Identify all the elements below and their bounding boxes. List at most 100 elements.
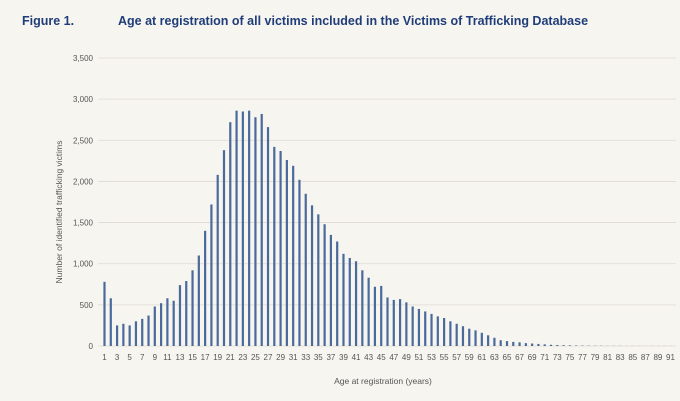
- x-tick-label: 87: [641, 353, 650, 362]
- bar-age-50: [411, 306, 414, 346]
- bar-age-35: [317, 214, 320, 346]
- x-tick-label: 3: [115, 353, 120, 362]
- bar-age-36: [323, 224, 326, 346]
- x-tick-label: 7: [140, 353, 145, 362]
- bar-age-21: [229, 122, 232, 347]
- x-tick-label: 21: [226, 353, 235, 362]
- bar-age-56: [449, 321, 452, 346]
- bar-age-44: [373, 286, 377, 346]
- bar-age-55: [443, 318, 446, 346]
- x-tick-label: 81: [603, 353, 612, 362]
- x-tick-label: 5: [127, 353, 132, 362]
- bar-age-37: [329, 234, 332, 346]
- x-tick-label: 41: [352, 353, 361, 362]
- bar-age-67: [518, 342, 521, 346]
- bar-age-74: [562, 345, 565, 346]
- bar-age-26: [260, 113, 263, 346]
- bar-age-53: [430, 313, 433, 346]
- bar-age-15: [191, 270, 194, 346]
- x-tick-label: 35: [314, 353, 323, 362]
- x-tick-label: 43: [364, 353, 373, 362]
- x-tick-label: 91: [666, 353, 675, 362]
- bar-age-14: [185, 280, 188, 346]
- bar-age-24: [248, 110, 251, 346]
- bar-age-40: [348, 257, 351, 346]
- x-tick-label: 47: [389, 353, 398, 362]
- x-tick-label: 59: [465, 353, 474, 362]
- bar-age-29: [279, 150, 282, 346]
- bar-age-5: [128, 325, 131, 346]
- x-tick-label: 45: [377, 353, 386, 362]
- x-tick-label: 13: [176, 353, 185, 362]
- bar-age-4: [122, 323, 125, 346]
- x-tick-label: 17: [201, 353, 210, 362]
- bar-age-68: [524, 343, 527, 346]
- x-tick-label: 9: [153, 353, 158, 362]
- x-tick-label: 11: [163, 353, 172, 362]
- y-tick-label: 0: [89, 342, 94, 351]
- bar-age-57: [455, 323, 458, 346]
- bar-age-54: [436, 316, 439, 346]
- bar-age-73: [556, 345, 559, 346]
- x-tick-label: 85: [628, 353, 637, 362]
- x-tick-label: 27: [264, 353, 273, 362]
- x-tick-label: 73: [553, 353, 562, 362]
- bar-age-42: [361, 270, 364, 346]
- x-tick-label: 29: [276, 353, 285, 362]
- bar-age-75: [568, 345, 571, 346]
- bar-age-9: [153, 306, 156, 346]
- bar-age-23: [241, 111, 244, 347]
- bar-age-10: [160, 303, 163, 346]
- bar-age-49: [405, 302, 408, 346]
- bar-age-39: [342, 253, 345, 346]
- bar-age-3: [115, 325, 119, 346]
- y-tick-label: 3,000: [73, 95, 94, 104]
- bar-age-28: [273, 146, 276, 346]
- bar-age-20: [222, 150, 226, 346]
- x-tick-label: 31: [289, 353, 298, 362]
- bar-age-27: [266, 127, 270, 347]
- bar-age-59: [468, 328, 471, 346]
- bar-age-17: [204, 230, 207, 346]
- bar-age-25: [254, 117, 257, 346]
- bar-age-8: [147, 315, 150, 346]
- x-tick-label: 25: [251, 353, 260, 362]
- bar-age-52: [424, 311, 427, 346]
- y-tick-label: 1,000: [73, 260, 94, 269]
- bar-age-12: [172, 300, 175, 346]
- bar-age-43: [367, 277, 370, 346]
- y-tick-label: 2,500: [73, 136, 94, 145]
- bar-age-64: [499, 340, 502, 346]
- x-axis-ticks: 1 3 5 7 9 11 13 15 17 19 21 23 25 27 29 31 33 35 37 39 41 43 4…: [102, 353, 675, 362]
- bar-age-65: [505, 341, 509, 346]
- y-tick-label: 2,000: [73, 177, 94, 186]
- x-axis-label: Age at registration (years): [334, 376, 432, 386]
- bar-age-71: [543, 344, 546, 346]
- bar-age-48: [398, 299, 402, 346]
- x-tick-label: 37: [326, 353, 335, 362]
- bar-age-69: [531, 343, 534, 346]
- x-tick-label: 89: [653, 353, 662, 362]
- x-tick-label: 23: [238, 353, 247, 362]
- bar-age-45: [380, 285, 383, 346]
- bar-age-46: [386, 297, 389, 346]
- x-tick-label: 51: [414, 353, 423, 362]
- bars: [103, 110, 672, 347]
- x-tick-label: 65: [503, 353, 512, 362]
- gridlines: [98, 57, 676, 347]
- bar-age-6: [134, 321, 138, 346]
- x-tick-label: 79: [591, 353, 600, 362]
- bar-age-31: [292, 165, 295, 346]
- bar-age-32: [298, 179, 301, 346]
- bar-age-72: [549, 344, 553, 346]
- bar-age-13: [178, 285, 182, 346]
- x-tick-label: 49: [402, 353, 411, 362]
- y-tick-label: 500: [80, 301, 94, 310]
- x-tick-label: 39: [339, 353, 348, 362]
- bar-age-66: [512, 341, 515, 346]
- bar-age-11: [166, 298, 169, 346]
- bar-age-58: [461, 326, 465, 346]
- x-tick-label: 55: [440, 353, 449, 362]
- bar-age-60: [474, 330, 477, 346]
